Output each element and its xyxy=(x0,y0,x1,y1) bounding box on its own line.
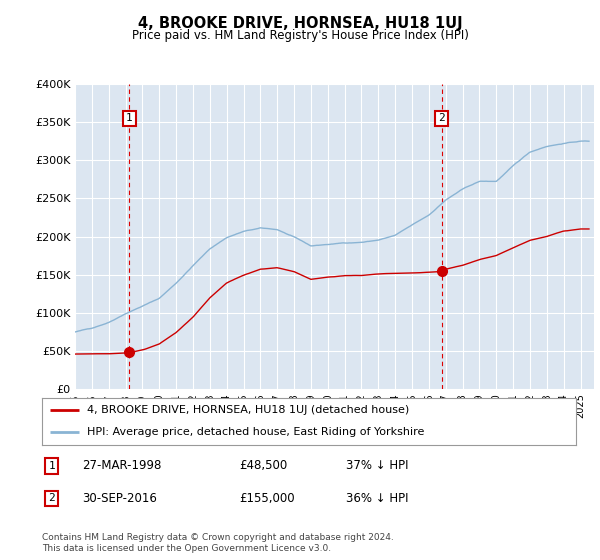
Text: 4, BROOKE DRIVE, HORNSEA, HU18 1UJ: 4, BROOKE DRIVE, HORNSEA, HU18 1UJ xyxy=(137,16,463,31)
Text: 30-SEP-2016: 30-SEP-2016 xyxy=(82,492,157,505)
Text: 4, BROOKE DRIVE, HORNSEA, HU18 1UJ (detached house): 4, BROOKE DRIVE, HORNSEA, HU18 1UJ (deta… xyxy=(88,405,410,416)
Text: 1: 1 xyxy=(126,113,133,123)
Text: Price paid vs. HM Land Registry's House Price Index (HPI): Price paid vs. HM Land Registry's House … xyxy=(131,29,469,42)
Text: 36% ↓ HPI: 36% ↓ HPI xyxy=(346,492,409,505)
Text: HPI: Average price, detached house, East Riding of Yorkshire: HPI: Average price, detached house, East… xyxy=(88,427,425,437)
Text: 2: 2 xyxy=(48,493,55,503)
Text: £48,500: £48,500 xyxy=(239,459,288,473)
Text: 2: 2 xyxy=(438,113,445,123)
Text: 27-MAR-1998: 27-MAR-1998 xyxy=(82,459,161,473)
Text: £155,000: £155,000 xyxy=(239,492,295,505)
Text: 37% ↓ HPI: 37% ↓ HPI xyxy=(346,459,409,473)
Text: 1: 1 xyxy=(48,461,55,471)
Text: Contains HM Land Registry data © Crown copyright and database right 2024.
This d: Contains HM Land Registry data © Crown c… xyxy=(42,533,394,553)
